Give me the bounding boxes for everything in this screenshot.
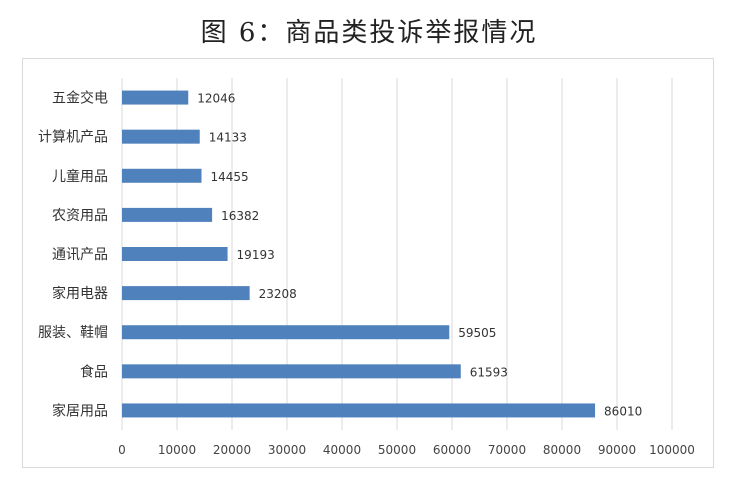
data-label-0: 12046	[197, 92, 235, 106]
category-label-4: 通讯产品	[52, 247, 108, 263]
bar-0	[122, 90, 189, 105]
x-tick-label-5: 50000	[378, 443, 416, 457]
category-label-8: 家居用品	[52, 402, 108, 419]
category-label-1: 计算机产品	[38, 130, 108, 146]
x-tick-label-2: 20000	[213, 443, 251, 457]
x-tick-label-7: 70000	[488, 443, 526, 457]
x-tick-label-8: 80000	[543, 443, 581, 457]
data-label-3: 16382	[221, 209, 259, 223]
chart-frame	[22, 58, 714, 468]
x-tick-label-4: 40000	[323, 443, 361, 457]
category-label-6: 服装、鞋帽	[38, 325, 108, 341]
data-label-2: 14455	[211, 170, 249, 184]
data-label-4: 19193	[237, 248, 275, 262]
bar-6	[122, 325, 450, 340]
bar-2	[122, 168, 202, 183]
bar-3	[122, 207, 213, 222]
category-label-2: 儿童用品	[52, 168, 108, 185]
x-tick-label-3: 30000	[268, 443, 306, 457]
bar-5	[122, 286, 250, 301]
data-label-7: 61593	[470, 365, 508, 379]
category-label-7: 食品	[80, 363, 108, 380]
bar-7	[122, 364, 461, 379]
category-label-3: 农资用品	[52, 208, 108, 224]
x-tick-label-1: 10000	[158, 443, 196, 457]
data-label-8: 86010	[604, 404, 642, 418]
data-label-6: 59505	[458, 326, 496, 340]
category-label-0: 五金交电	[52, 90, 108, 107]
x-tick-label-9: 90000	[598, 443, 636, 457]
bar-1	[122, 129, 200, 144]
data-label-5: 23208	[259, 287, 297, 301]
x-tick-label-0: 0	[118, 443, 126, 457]
data-label-1: 14133	[209, 131, 247, 145]
chart-title: 图 6：商品类投诉举报情况	[200, 18, 538, 48]
bar-8	[122, 403, 596, 418]
category-label-5: 家用电器	[52, 285, 108, 302]
x-tick-label-6: 60000	[433, 443, 471, 457]
x-tick-label-10: 100000	[649, 443, 695, 457]
bar-4	[122, 247, 228, 261]
